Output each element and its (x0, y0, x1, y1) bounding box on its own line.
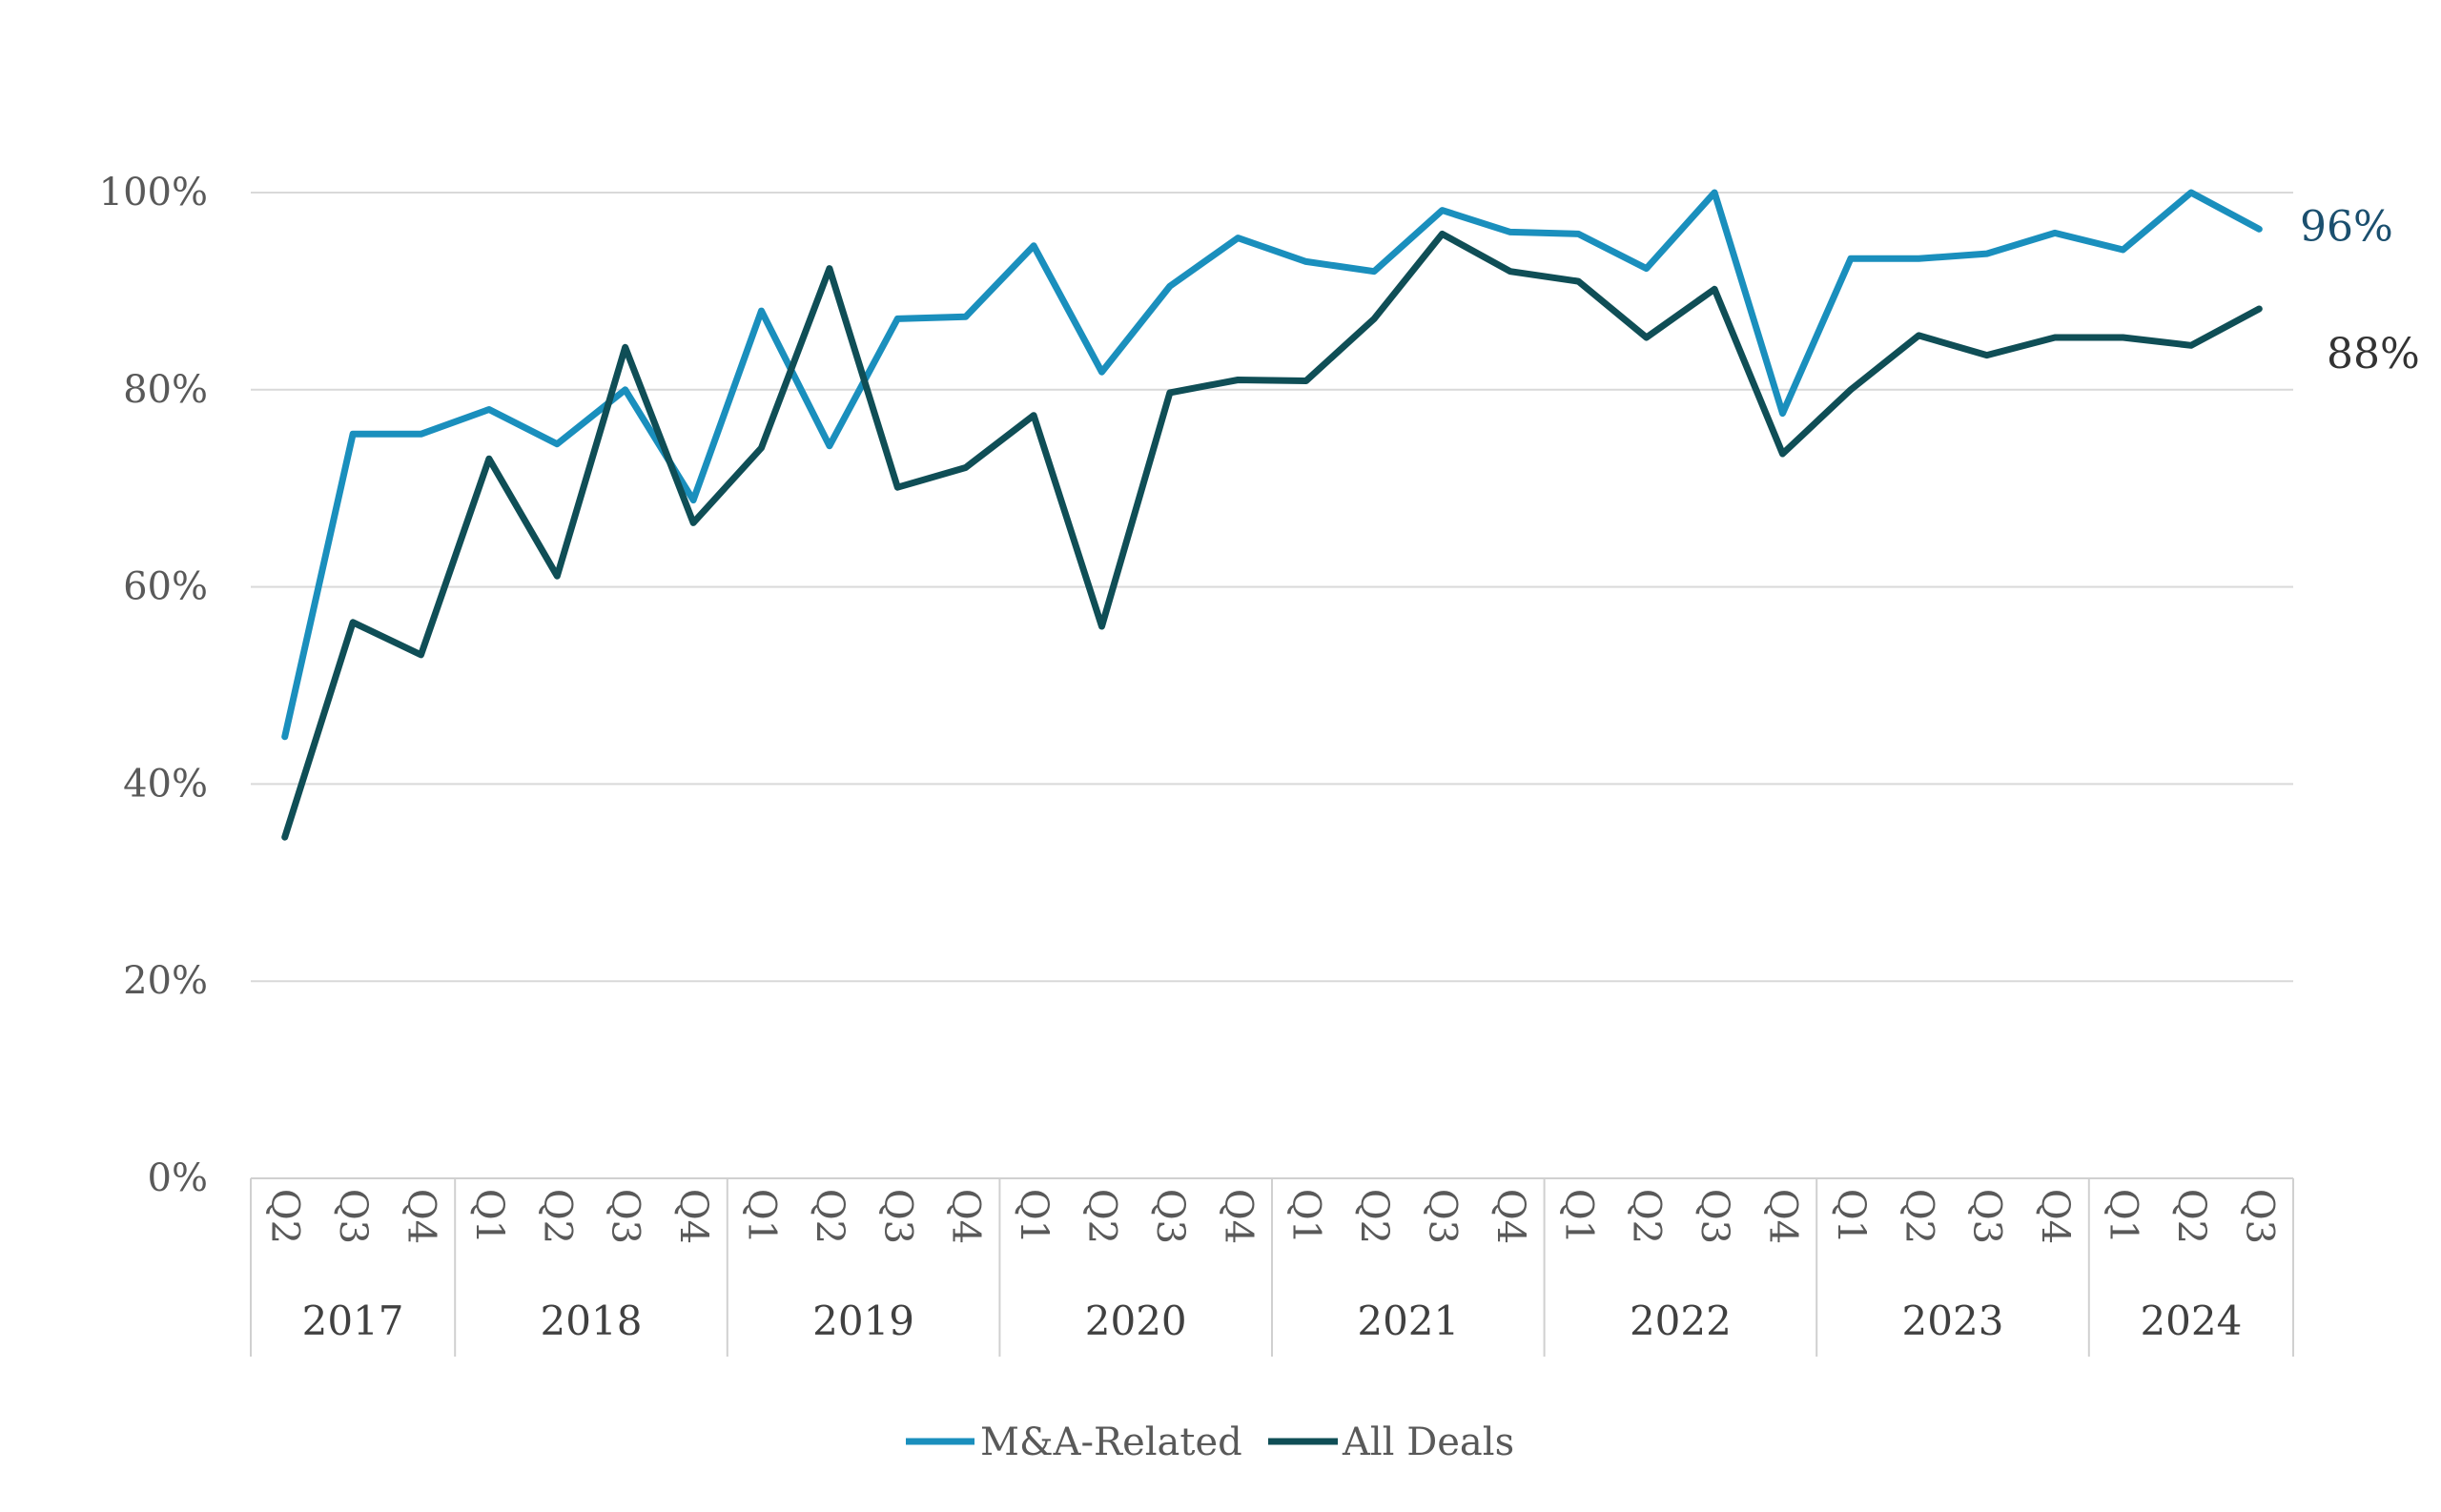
x-tick-label: Q2 (1352, 1189, 1396, 1244)
year-label: 2021 (1357, 1297, 1459, 1344)
x-tick-label: Q4 (2033, 1189, 2077, 1244)
x-tick-label: Q4 (1761, 1189, 1805, 1244)
legend: M&A-Related All Deals (906, 1420, 1514, 1464)
x-tick-label: Q3 (604, 1189, 647, 1244)
x-tick-label: Q4 (671, 1189, 715, 1244)
series-line-all-deals (281, 230, 2263, 841)
year-label: 2018 (541, 1297, 643, 1344)
x-tick-label: Q2 (263, 1189, 307, 1244)
x-tick-label: Q3 (875, 1189, 919, 1244)
x-axis: Q2 Q3 Q4 Q1 Q2 Q3 Q4 Q1 Q2 Q3 Q4 Q1 Q2 Q3 Q4 Q1 Q2 Q3 Q4 Q1… (250, 1177, 2294, 1357)
year-label: 2019 (812, 1297, 914, 1344)
end-value-label: 88% (2327, 330, 2420, 378)
x-tick-label: Q2 (2169, 1189, 2213, 1244)
x-tick-label: Q3 (1421, 1189, 1465, 1244)
x-tick-label: Q4 (1488, 1189, 1532, 1244)
x-tick-label: Q4 (1216, 1189, 1260, 1244)
y-tick-label: 20% (123, 959, 208, 1003)
x-tick-label: Q2 (1080, 1189, 1124, 1244)
end-value-label: 96% (2300, 202, 2393, 251)
year-label: 2023 (1902, 1297, 2004, 1344)
x-tick-label: Q1 (1284, 1189, 1328, 1244)
x-tick-label: Q4 (944, 1189, 988, 1244)
x-tick-label: Q1 (740, 1189, 784, 1244)
y-tick-label: 100% (99, 171, 208, 215)
x-tick-label: Q2 (1625, 1189, 1669, 1244)
y-tick-label: 0% (148, 1156, 208, 1200)
y-tick-label: 60% (123, 565, 208, 609)
year-label: 2024 (2140, 1297, 2242, 1344)
x-tick-label: Q3 (1692, 1189, 1736, 1244)
year-label: 2020 (1085, 1297, 1187, 1344)
x-tick-label: Q1 (1012, 1189, 1056, 1244)
y-tick-label: 80% (123, 368, 208, 412)
x-tick-label: Q4 (400, 1189, 443, 1244)
x-tick-label: Q2 (808, 1189, 851, 1244)
x-tick-label: Q1 (2102, 1189, 2145, 1244)
year-label: 2022 (1630, 1297, 1732, 1344)
legend-label: All Deals (1342, 1420, 1514, 1464)
x-tick-label: Q1 (1556, 1189, 1600, 1244)
x-tick-label: Q1 (467, 1189, 511, 1244)
x-tick-label: Q3 (1965, 1189, 2009, 1244)
x-tick-label: Q1 (1829, 1189, 1873, 1244)
series-lines (281, 189, 2263, 841)
x-tick-label: Q2 (535, 1189, 579, 1244)
end-value-labels: 96% 88% (2300, 202, 2420, 378)
x-tick-label: Q3 (1148, 1189, 1192, 1244)
y-tick-label: 40% (123, 762, 208, 806)
year-label: 2017 (302, 1297, 404, 1344)
x-tick-label: Q2 (1897, 1189, 1940, 1244)
x-tick-label: Q3 (331, 1189, 375, 1244)
legend-label: M&A-Related (980, 1420, 1242, 1464)
series-line-ma-related (281, 189, 2263, 741)
x-tick-label: Q3 (2237, 1189, 2281, 1244)
y-axis-tick-labels: 0% 20% 40% 60% 80% 100% (99, 171, 208, 1200)
gridlines (251, 192, 2293, 983)
